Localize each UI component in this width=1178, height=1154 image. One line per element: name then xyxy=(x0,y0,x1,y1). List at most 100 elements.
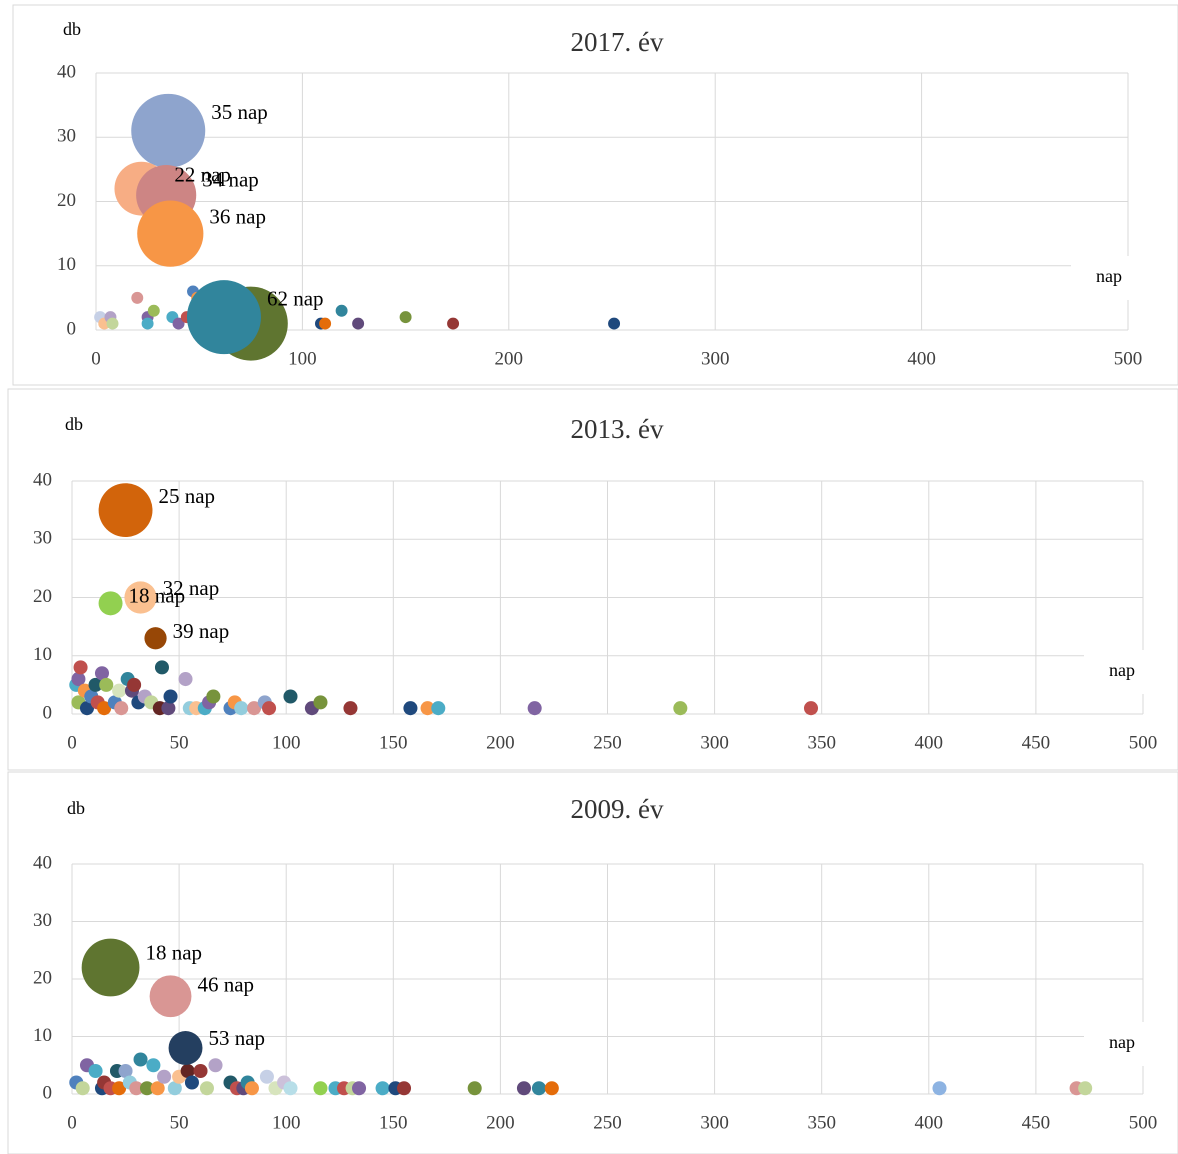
x-tick-label: 450 xyxy=(1022,1112,1051,1133)
data-label: 25 nap xyxy=(158,484,215,508)
x-tick-label: 350 xyxy=(807,732,836,753)
bubble xyxy=(73,660,88,675)
bubble xyxy=(527,701,542,716)
bubble xyxy=(184,1075,199,1090)
x-tick-label: 100 xyxy=(288,348,317,369)
y-tick-label: 30 xyxy=(33,528,52,549)
bubble xyxy=(139,1081,154,1096)
x-tick-label: 200 xyxy=(486,1112,515,1133)
x-tick-label: 400 xyxy=(907,348,936,369)
x-tick-label: 0 xyxy=(67,1112,77,1133)
y-tick-label: 0 xyxy=(67,318,77,339)
x-tick-label: 200 xyxy=(495,348,524,369)
bubble xyxy=(127,677,142,692)
bubble xyxy=(244,1081,259,1096)
bubble xyxy=(199,1081,214,1096)
bubble xyxy=(608,317,621,330)
bubble xyxy=(208,1058,223,1073)
bubble xyxy=(99,677,114,692)
y-tick-label: 0 xyxy=(43,702,53,723)
bubble xyxy=(144,627,167,650)
y-axis-title: db xyxy=(65,414,83,434)
bubble xyxy=(88,677,103,692)
bubble xyxy=(97,701,112,716)
data-label: 32 nap xyxy=(163,576,220,600)
bubble xyxy=(131,93,206,168)
bubble xyxy=(803,701,819,716)
bubble xyxy=(352,1081,367,1096)
data-label: 39 nap xyxy=(173,619,230,643)
x-tick-label: 400 xyxy=(915,1112,944,1133)
bubble xyxy=(124,581,157,614)
bubble xyxy=(375,1081,390,1096)
bubble xyxy=(447,317,460,330)
bubble xyxy=(81,938,140,997)
x-axis-title: nap xyxy=(1109,1032,1135,1052)
bubble xyxy=(420,701,435,716)
bubble xyxy=(131,291,144,304)
y-tick-label: 10 xyxy=(57,254,76,275)
x-axis-title: nap xyxy=(1109,660,1135,680)
data-label: 18 nap xyxy=(129,584,186,608)
y-tick-label: 10 xyxy=(33,1025,52,1046)
bubble xyxy=(137,200,204,267)
x-tick-label: 150 xyxy=(379,732,408,753)
bubble xyxy=(313,695,328,710)
bubble xyxy=(112,1081,127,1096)
bubble xyxy=(673,701,688,716)
x-tick-label: 250 xyxy=(593,732,622,753)
bubble xyxy=(150,1081,165,1096)
data-label: 35 nap xyxy=(211,100,268,124)
bubble xyxy=(467,1081,482,1096)
x-tick-label: 300 xyxy=(700,1112,729,1133)
bubble xyxy=(112,683,127,698)
bubble xyxy=(352,317,365,330)
bubble xyxy=(544,1081,559,1096)
y-tick-label: 40 xyxy=(33,469,52,490)
bubble xyxy=(98,483,153,538)
y-tick-label: 20 xyxy=(33,967,52,988)
x-tick-label: 400 xyxy=(915,732,944,753)
bubble xyxy=(161,701,176,716)
bubble xyxy=(154,660,169,675)
chart-title: 2017. év xyxy=(571,27,664,57)
data-label: 18 nap xyxy=(145,940,202,964)
bubble xyxy=(149,975,192,1018)
bubble xyxy=(79,701,95,716)
bubble xyxy=(98,591,123,616)
x-axis-title-box xyxy=(1084,650,1160,694)
chart-title: 2009. év xyxy=(571,794,664,824)
bubble xyxy=(319,317,332,330)
bubble xyxy=(75,1081,90,1096)
bubble xyxy=(168,1031,203,1065)
bubble xyxy=(531,1081,546,1096)
chart-title: 2013. év xyxy=(571,414,664,444)
bubble xyxy=(186,280,261,355)
y-tick-label: 0 xyxy=(43,1082,53,1103)
bubble xyxy=(118,1063,133,1079)
bubble xyxy=(172,317,185,330)
x-tick-label: 200 xyxy=(486,732,515,753)
x-tick-label: 50 xyxy=(170,1112,189,1133)
bubble xyxy=(932,1081,947,1096)
data-label: 46 nap xyxy=(197,973,254,997)
data-label: 53 nap xyxy=(208,1026,265,1050)
x-tick-label: 100 xyxy=(272,732,301,753)
x-tick-label: 250 xyxy=(593,1112,622,1133)
bubble xyxy=(396,1081,412,1096)
x-tick-label: 450 xyxy=(1022,732,1051,753)
data-label: 62 nap xyxy=(267,286,324,310)
y-tick-label: 40 xyxy=(57,61,76,82)
bubble xyxy=(234,701,249,716)
data-label: 22 nap xyxy=(174,162,231,186)
y-tick-label: 40 xyxy=(33,852,52,873)
bubble xyxy=(247,701,262,716)
bubble xyxy=(343,701,358,716)
x-axis-title-box xyxy=(1071,256,1147,300)
data-label: 34 nap xyxy=(202,167,259,191)
bubble xyxy=(399,311,412,324)
x-tick-label: 300 xyxy=(700,732,729,753)
x-axis-title: nap xyxy=(1096,266,1122,286)
